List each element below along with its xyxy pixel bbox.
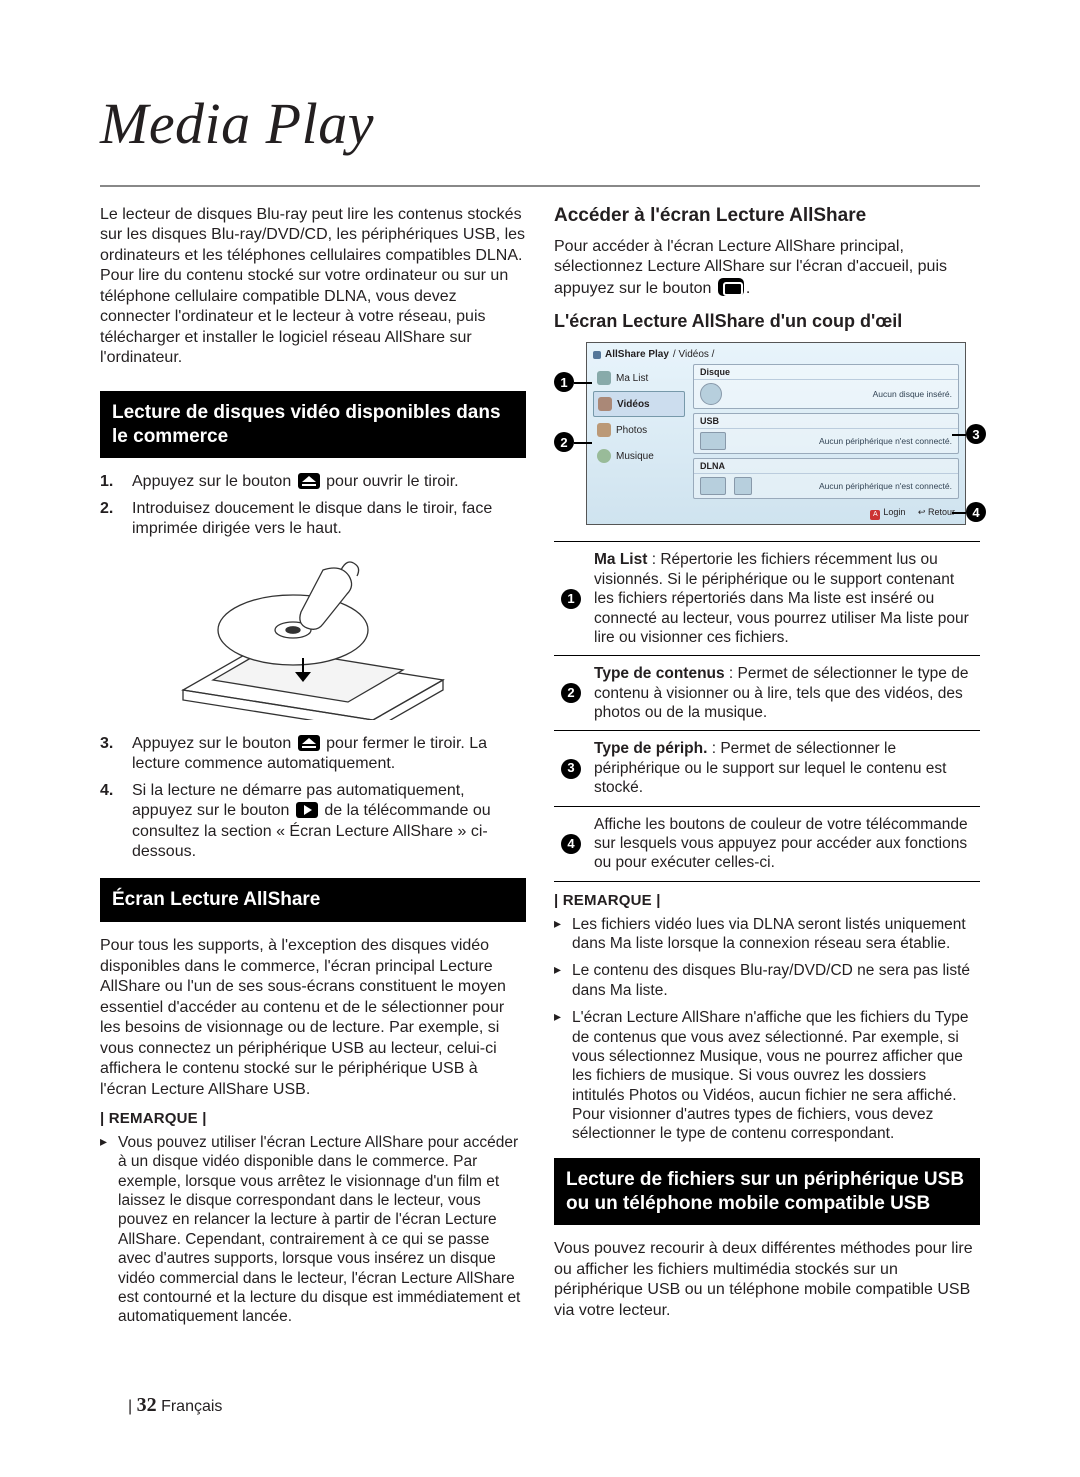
menu-item-videos: Vidéos	[593, 391, 685, 417]
eject-icon	[298, 473, 320, 489]
callout-2: 2	[554, 432, 574, 452]
eject-icon	[298, 735, 320, 751]
section-disque: Disque Aucun disque inséré.	[693, 364, 959, 409]
table-row: 3 Type de périph. : Permet de sélectionn…	[554, 731, 980, 806]
photo-icon	[597, 423, 611, 437]
usb-icon	[700, 432, 726, 450]
menu-item-photos: Photos	[593, 417, 685, 443]
step-text: Si la lecture ne démarre pas automatique…	[132, 781, 526, 863]
step-number: 4.	[100, 781, 122, 863]
right-column: Accéder à l'écran Lecture AllShare Pour …	[554, 205, 980, 1335]
allshare-breadcrumb: AllShare Play / Vidéos /	[593, 349, 959, 360]
red-a-icon: A	[870, 510, 880, 520]
allshare-screenshot-wrap: AllShare Play / Vidéos / Ma List Vidéos …	[554, 342, 980, 525]
music-icon	[597, 449, 611, 463]
callout-1: 1	[554, 372, 574, 392]
page-footer: | 32 Français	[128, 1394, 222, 1417]
intro-paragraph: Le lecteur de disques Blu-ray peut lire …	[100, 205, 526, 369]
breadcrumb-path: / Vidéos /	[673, 349, 715, 360]
breadcrumb-root: AllShare Play	[605, 349, 669, 360]
step-number: 1.	[100, 472, 122, 492]
dlna-icon-2	[734, 477, 752, 495]
step-number: 3.	[100, 734, 122, 775]
note-item: Le contenu des disques Blu-ray/DVD/CD ne…	[554, 961, 980, 1000]
callout-1-line	[574, 382, 592, 384]
title-rule	[100, 185, 980, 187]
callout-2-line	[574, 442, 592, 444]
step-text: Introduisez doucement le disque dans le …	[132, 499, 526, 540]
section-dlna: DLNA Aucun périphérique n'est connecté.	[693, 458, 959, 499]
step-text: Appuyez sur le bouton pour ouvrir le tir…	[132, 472, 459, 492]
enter-icon	[718, 278, 744, 296]
menu-item-music: Musique	[593, 443, 685, 469]
disc-icon	[700, 383, 722, 405]
step-number: 2.	[100, 499, 122, 540]
allshare-footer: ALogin ↩ Retour	[693, 503, 959, 520]
step-3: 3. Appuyez sur le bouton pour fermer le …	[100, 734, 526, 775]
allshare-right-panel: Disque Aucun disque inséré. USB Aucun pé…	[693, 364, 959, 520]
left-column: Le lecteur de disques Blu-ray peut lire …	[100, 205, 526, 1335]
table-cell: Affiche les boutons de couleur de votre …	[588, 806, 980, 881]
list-icon	[597, 371, 611, 385]
callout-circle-2: 2	[561, 683, 581, 703]
callout-3-line	[952, 434, 966, 436]
callout-4: 4	[966, 502, 986, 522]
step-1: 1. Appuyez sur le bouton pour ouvrir le …	[100, 472, 526, 492]
usb-paragraph: Vous pouvez recourir à deux différentes …	[554, 1239, 980, 1321]
callout-circle-3: 3	[561, 759, 581, 779]
table-cell: Type de contenus : Permet de sélectionne…	[588, 656, 980, 731]
subhead-overview: L'écran Lecture AllShare d'un coup d'œil	[554, 311, 980, 332]
page-title: Media Play	[100, 90, 980, 157]
notes-list-right: Les fichiers vidéo lues via DLNA seront …	[554, 915, 980, 1144]
section-usb: USB Aucun périphérique n'est connecté.	[693, 413, 959, 454]
callout-3: 3	[966, 424, 986, 444]
table-cell: Type de périph. : Permet de sélectionner…	[588, 731, 980, 806]
table-row: 1 Ma List : Répertorie les fichiers réce…	[554, 542, 980, 656]
allshare-left-menu: Ma List Vidéos Photos Musique	[593, 365, 685, 469]
remarque-label: | REMARQUE |	[554, 892, 980, 909]
play-icon	[296, 802, 318, 818]
callout-circle-1: 1	[561, 589, 581, 609]
note-item: L'écran Lecture AllShare n'affiche que l…	[554, 1008, 980, 1144]
note-item: Les fichiers vidéo lues via DLNA seront …	[554, 915, 980, 954]
disc-insert-illustration	[173, 550, 453, 720]
allshare-paragraph: Pour tous les supports, à l'exception de…	[100, 936, 526, 1100]
callout-4-line	[952, 512, 966, 514]
callout-table: 1 Ma List : Répertorie les fichiers réce…	[554, 541, 980, 881]
notes-list-left: Vous pouvez utiliser l'écran Lecture All…	[100, 1133, 526, 1327]
section-bar-disc-playback: Lecture de disques vidéo disponibles dan…	[100, 391, 526, 459]
step-text: Appuyez sur le bouton pour fermer le tir…	[132, 734, 526, 775]
note-item: Vous pouvez utiliser l'écran Lecture All…	[100, 1133, 526, 1327]
remarque-label: | REMARQUE |	[100, 1110, 526, 1127]
video-icon	[598, 397, 612, 411]
step-2: 2. Introduisez doucement le disque dans …	[100, 499, 526, 540]
access-paragraph: Pour accéder à l'écran Lecture AllShare …	[554, 237, 980, 299]
columns: Le lecteur de disques Blu-ray peut lire …	[100, 205, 980, 1335]
callout-circle-4: 4	[561, 834, 581, 854]
section-bar-usb: Lecture de fichiers sur un périphérique …	[554, 1158, 980, 1226]
table-row: 2 Type de contenus : Permet de sélection…	[554, 656, 980, 731]
table-row: 4 Affiche les boutons de couleur de votr…	[554, 806, 980, 881]
dlna-icon	[700, 477, 726, 495]
section-bar-allshare: Écran Lecture AllShare	[100, 878, 526, 922]
steps-list-continued: 3. Appuyez sur le bouton pour fermer le …	[100, 734, 526, 863]
table-cell: Ma List : Répertorie les fichiers récemm…	[588, 542, 980, 656]
step-4: 4. Si la lecture ne démarre pas automati…	[100, 781, 526, 863]
steps-list: 1. Appuyez sur le bouton pour ouvrir le …	[100, 472, 526, 539]
allshare-screenshot: AllShare Play / Vidéos / Ma List Vidéos …	[586, 342, 966, 525]
allshare-logo-icon	[593, 351, 601, 359]
menu-item-malist: Ma List	[593, 365, 685, 391]
subhead-access-allshare: Accéder à l'écran Lecture AllShare	[554, 205, 980, 227]
